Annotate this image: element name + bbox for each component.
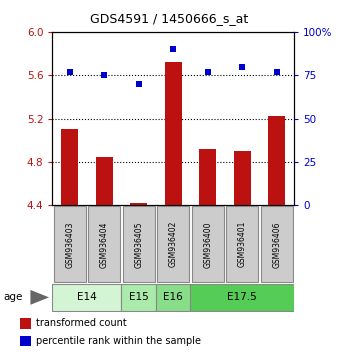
Text: age: age [3,292,23,302]
Text: GSM936402: GSM936402 [169,221,178,268]
Text: E15: E15 [129,292,149,302]
Bar [268,116,285,205]
Bar [20,318,31,329]
Bar [61,130,78,205]
Text: E16: E16 [163,292,183,302]
Point [274,69,280,75]
Text: GSM936400: GSM936400 [203,221,212,268]
FancyBboxPatch shape [121,284,156,311]
FancyBboxPatch shape [52,284,121,311]
FancyBboxPatch shape [156,284,191,311]
FancyBboxPatch shape [123,206,154,282]
Text: GSM936401: GSM936401 [238,221,247,268]
FancyBboxPatch shape [158,206,189,282]
Text: GSM936405: GSM936405 [134,221,143,268]
Bar [234,151,251,205]
Text: GDS4591 / 1450666_s_at: GDS4591 / 1450666_s_at [90,12,248,25]
Bar [165,62,182,205]
Text: GSM936406: GSM936406 [272,221,281,268]
Bar [96,156,113,205]
Point [205,69,211,75]
Text: transformed count: transformed count [36,318,126,328]
FancyBboxPatch shape [191,284,294,311]
Point [240,64,245,69]
Polygon shape [30,290,49,305]
Text: E17.5: E17.5 [227,292,257,302]
Text: GSM936403: GSM936403 [65,221,74,268]
Bar [20,336,31,346]
Point [171,46,176,52]
FancyBboxPatch shape [192,206,224,282]
FancyBboxPatch shape [54,206,86,282]
FancyBboxPatch shape [261,206,293,282]
Bar [130,203,147,205]
Point [67,69,72,75]
Point [136,81,141,87]
Bar [199,149,216,205]
Text: E14: E14 [77,292,97,302]
Text: GSM936404: GSM936404 [100,221,109,268]
Point [101,73,107,78]
FancyBboxPatch shape [226,206,258,282]
FancyBboxPatch shape [88,206,120,282]
Text: percentile rank within the sample: percentile rank within the sample [36,336,201,346]
